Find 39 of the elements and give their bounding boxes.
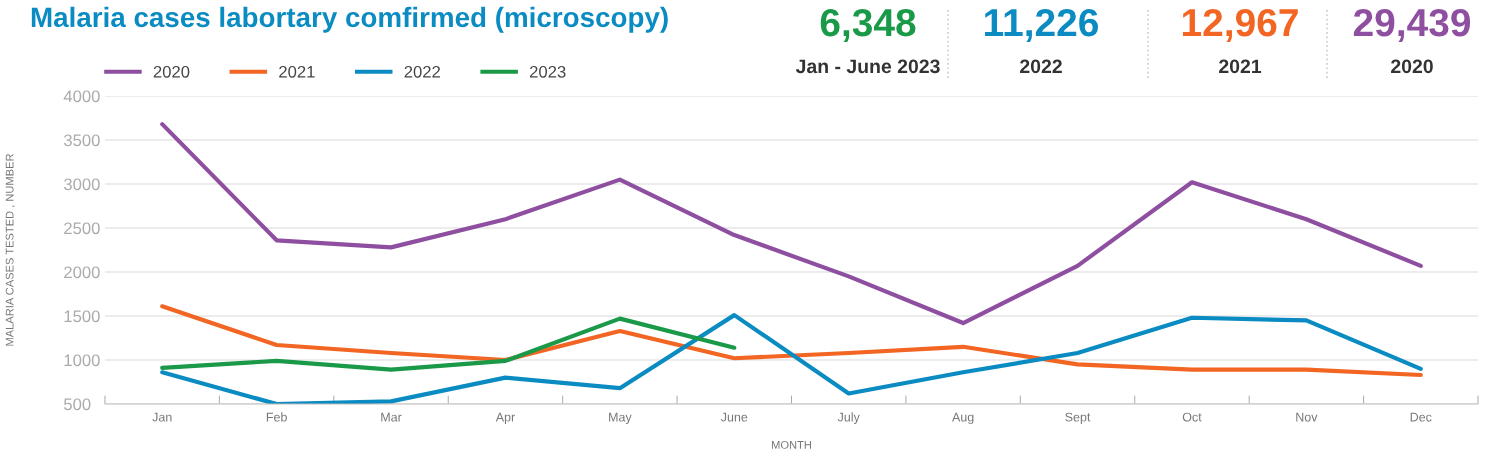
text: 2020 [1391, 59, 1433, 74]
x-tick-label: Apr [495, 412, 515, 424]
text: 2021 [1219, 59, 1262, 74]
text: 6,348 [820, 8, 916, 43]
x-tick-label: July [837, 412, 860, 424]
x-tick-label: Oct [1182, 412, 1202, 422]
legend-label: 2020 [153, 65, 190, 78]
line-series [160, 122, 1423, 326]
x-tick-label: Aug [952, 412, 974, 424]
line-series [160, 316, 737, 372]
legend-label: 2021 [279, 65, 315, 78]
y-tick-label: 2000 [64, 266, 100, 279]
text: 11,226 [985, 8, 1098, 43]
y-tick-label: 2500 [64, 222, 100, 235]
text: 12,967 [1182, 8, 1298, 43]
text: 29,439 [1353, 8, 1471, 43]
line-series [160, 313, 1423, 404]
text: 2022 [1020, 59, 1062, 74]
y-tick-label: 1000 [64, 354, 100, 367]
x-tick-label: Mar [381, 412, 402, 422]
x-tick-label: Nov [1296, 412, 1318, 422]
legend-label: 2022 [404, 65, 440, 78]
y-tick-label: 3000 [63, 178, 100, 191]
line-series [160, 304, 1423, 378]
x-tick-label: Jan [152, 412, 172, 422]
x-tick-label: June [720, 412, 748, 422]
x-tick-label: May [609, 412, 632, 424]
x-tick-label: Sept [1065, 412, 1091, 424]
legend-label: 2023 [529, 65, 566, 78]
x-tick-label: Dec [1410, 412, 1432, 422]
y-tick-label: 1500 [64, 310, 100, 323]
text: Jan - June 2023 [795, 59, 940, 74]
y-tick-label: 3500 [63, 134, 100, 147]
y-axis-title: MALARIA CASES TESTED , NUMBER [5, 153, 15, 346]
x-axis-title: MONTH [772, 440, 811, 449]
y-tick-label: 500 [64, 398, 91, 411]
x-tick-label: Feb [266, 412, 287, 422]
chart-title: Malaria cases labortary comfirmed (microscopy) [31, 6, 668, 33]
y-tick-label: 4000 [63, 90, 100, 103]
